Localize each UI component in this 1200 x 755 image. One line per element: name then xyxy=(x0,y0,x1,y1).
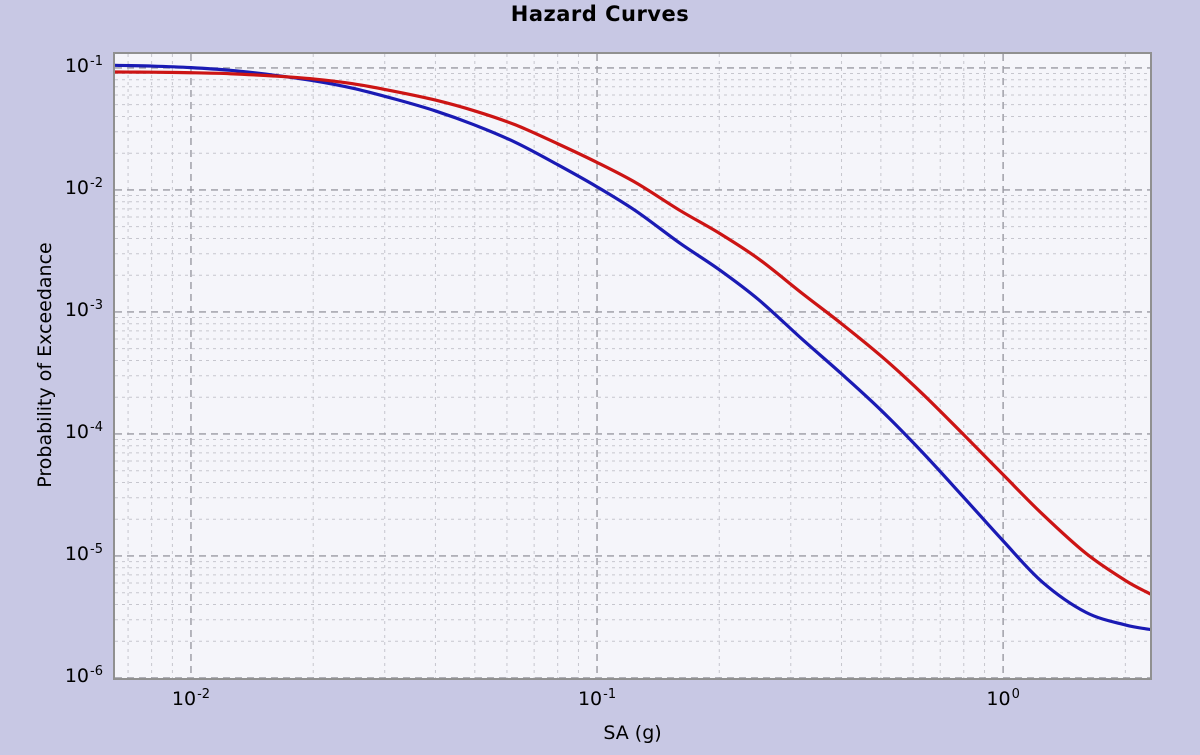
series-blue-curve xyxy=(115,63,1150,632)
x-tick-label: 10-2 xyxy=(151,688,231,710)
x-tick-exponent: -2 xyxy=(197,686,211,702)
y-tick-label: 10-5 xyxy=(65,543,103,565)
y-axis-label: Probability of Exceedance xyxy=(34,242,56,488)
y-tick-label: 10-4 xyxy=(65,421,103,443)
x-tick-mantissa: 10 xyxy=(577,688,603,710)
y-tick-mantissa: 10 xyxy=(64,298,90,321)
y-axis-label-wrapper: Probability of Exceedance xyxy=(34,225,56,505)
series-red-curve xyxy=(115,70,1150,596)
x-tick-mantissa: 10 xyxy=(986,688,1011,710)
curves-layer xyxy=(115,63,1150,632)
y-axis-ticks: 10-1 10-2 10-3 10-4 10-5 10-6 xyxy=(0,0,103,755)
y-tick-label: 10-2 xyxy=(65,177,103,199)
x-tick-label: 100 xyxy=(963,688,1043,710)
x-tick-exponent: 0 xyxy=(1011,686,1020,702)
y-tick-label: 10-3 xyxy=(65,299,103,321)
x-tick-mantissa: 10 xyxy=(171,688,197,710)
y-tick-mantissa: 10 xyxy=(64,420,90,443)
y-tick-label: 10-6 xyxy=(65,665,103,687)
y-tick-exponent: -3 xyxy=(90,297,103,313)
x-axis-label: SA (g) xyxy=(603,722,662,744)
y-tick-mantissa: 10 xyxy=(64,176,90,199)
y-tick-mantissa: 10 xyxy=(64,54,90,77)
chart-title: Hazard Curves xyxy=(510,2,690,26)
y-tick-exponent: -6 xyxy=(90,663,103,679)
y-tick-exponent: -1 xyxy=(90,53,103,69)
plot-area xyxy=(113,52,1152,680)
x-tick-exponent: -1 xyxy=(603,686,617,702)
y-tick-mantissa: 10 xyxy=(64,542,90,565)
y-tick-exponent: -2 xyxy=(90,175,103,191)
y-tick-mantissa: 10 xyxy=(64,665,90,687)
y-tick-exponent: -5 xyxy=(90,541,103,557)
y-tick-label: 10-1 xyxy=(65,55,103,77)
y-tick-exponent: -4 xyxy=(90,419,103,435)
x-tick-label: 10-1 xyxy=(557,688,637,710)
grid-layer xyxy=(115,54,1150,678)
